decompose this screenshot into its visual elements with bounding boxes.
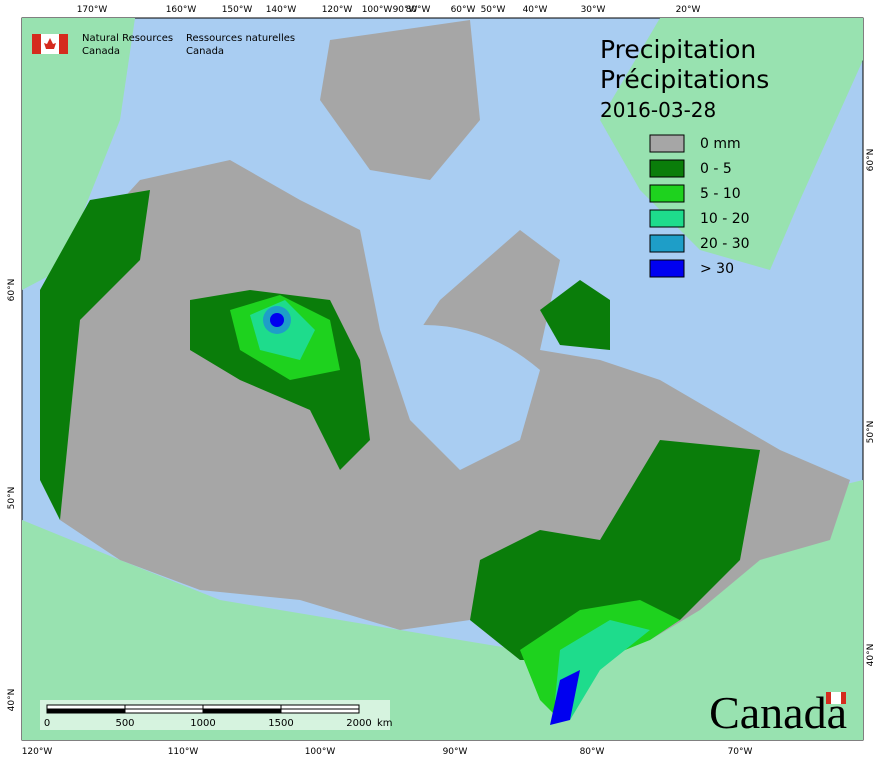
scale-label: 1000 <box>190 718 215 729</box>
scale-bar: 0 500 1000 1500 2000 km <box>40 700 393 730</box>
agency-en: Natural Resources <box>82 33 173 44</box>
scale-unit: km <box>377 718 393 729</box>
lat-label: 60°N <box>866 149 876 172</box>
lat-label: 50°N <box>7 487 17 510</box>
lon-label: 120°W <box>322 5 353 15</box>
title-fr: Précipitations <box>600 65 769 94</box>
legend-label: 0 mm <box>700 136 741 152</box>
lat-label: 60°N <box>7 279 17 302</box>
scale-label: 0 <box>44 718 50 729</box>
scale-segment <box>202 704 282 710</box>
scale-segment <box>46 708 126 714</box>
legend-label: 5 - 10 <box>700 186 741 202</box>
basemap <box>22 18 863 740</box>
lon-label: 100°W <box>362 5 393 15</box>
legend-swatch <box>649 159 685 178</box>
legend: 0 mm 0 - 5 5 - 10 10 - 20 20 - 30 > 30 <box>649 134 750 278</box>
lon-label: 140°W <box>266 5 297 15</box>
legend-label: 0 - 5 <box>700 161 732 177</box>
agency-fr: Canada <box>186 46 224 57</box>
lat-label: 40°N <box>866 644 876 667</box>
graticule: 170°W 160°W 150°W 140°W 120°W 100°W 90°W80°W 60… <box>7 5 876 757</box>
lon-label: 80°W <box>580 747 605 757</box>
legend-label: 20 - 30 <box>700 236 750 252</box>
scale-segment <box>46 704 126 710</box>
legend-label: 10 - 20 <box>700 211 750 227</box>
scale-label: 500 <box>115 718 134 729</box>
lon-label: 90°W <box>393 5 418 15</box>
scale-segment <box>124 708 204 714</box>
lon-label: 30°W <box>581 5 606 15</box>
lon-label: 80°W <box>406 5 431 15</box>
wordmark: Canada <box>709 687 847 738</box>
lat-label: 40°N <box>7 689 17 712</box>
legend-label: > 30 <box>700 261 734 277</box>
lon-label: 170°W <box>77 5 108 15</box>
title-en: Precipitation <box>600 35 756 64</box>
lon-label: 160°W <box>166 5 197 15</box>
lon-label: 90°W <box>443 747 468 757</box>
lon-label: 70°W <box>728 747 753 757</box>
lon-label: 120°W <box>22 747 53 757</box>
agency-en: Canada <box>82 46 120 57</box>
date: 2016-03-28 <box>600 98 716 122</box>
lon-label: 20°W <box>676 5 701 15</box>
scale-label: 2000 <box>346 718 371 729</box>
legend-swatch <box>649 134 685 153</box>
scale-segment <box>280 704 360 710</box>
lon-label: 110°W <box>168 747 199 757</box>
lon-label: 50°W <box>481 5 506 15</box>
scale-segment <box>202 708 282 714</box>
scale-label: 1500 <box>268 718 293 729</box>
legend-swatch <box>649 184 685 203</box>
agency-fr: Ressources naturelles <box>186 33 295 44</box>
scale-segment <box>124 704 204 710</box>
lon-label: 100°W <box>305 747 336 757</box>
agency: Natural Resources Canada Ressources natu… <box>32 33 295 57</box>
lon-label: 150°W <box>222 5 253 15</box>
lon-label: 40°W <box>523 5 548 15</box>
legend-swatch <box>649 259 685 278</box>
lon-label: 60°W <box>451 5 476 15</box>
legend-swatch <box>649 209 685 228</box>
scale-segment <box>280 708 360 714</box>
legend-swatch <box>649 234 685 253</box>
lat-label: 50°N <box>866 421 876 444</box>
